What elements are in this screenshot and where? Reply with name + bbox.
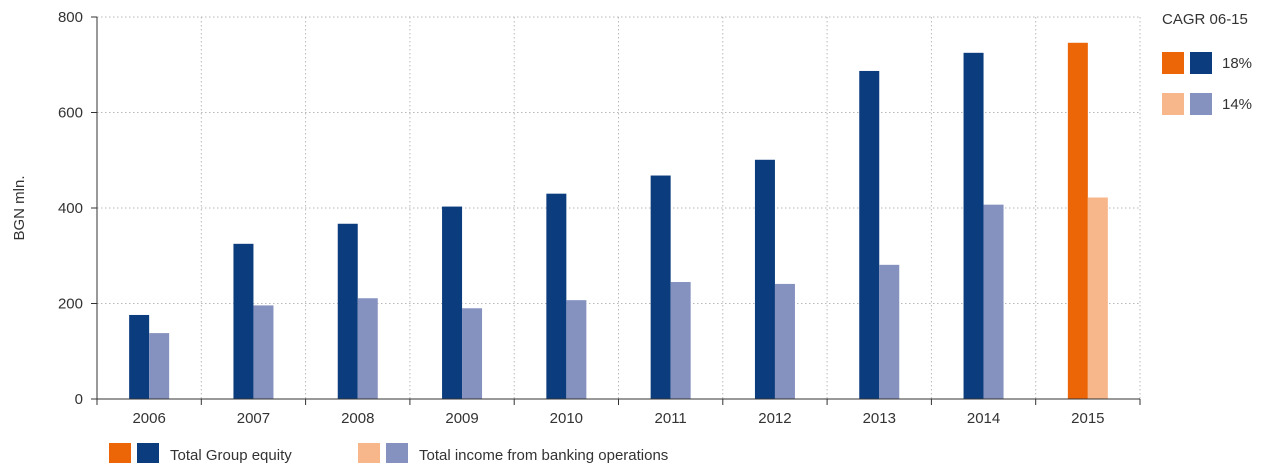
x-tick-label: 2014 — [967, 410, 1000, 427]
y-tick-label: 600 — [58, 105, 83, 122]
bar-equity-2010 — [546, 193, 567, 399]
x-tick-label: 2009 — [445, 410, 478, 427]
cagr-value: 18% — [1222, 55, 1252, 72]
x-tick-labels: 2006 2007 2008 2009 2010 2011 2012 2013 2014 2015 — [132, 410, 1104, 427]
bar-equity-2015 — [1067, 42, 1088, 399]
y-axis-title: BGN mln. — [11, 175, 28, 240]
bar-income-2011 — [670, 282, 691, 399]
legend: Total Group equity Total income from bank… — [109, 443, 668, 463]
cagr-title: CAGR 06-15 — [1162, 11, 1248, 28]
bars — [129, 42, 1108, 400]
cagr-panel: CAGR 06-15 18% 14% — [1162, 11, 1252, 115]
bar-income-2015 — [1087, 197, 1108, 399]
cagr-swatch — [1190, 52, 1212, 74]
axes — [91, 16, 1141, 405]
bar-income-2008 — [357, 298, 378, 399]
cagr-swatch — [1190, 93, 1212, 115]
bar-equity-2014 — [963, 52, 984, 399]
legend-label: Total Group equity — [170, 447, 292, 463]
x-tick-label: 2012 — [758, 410, 791, 427]
bar-income-2010 — [566, 300, 587, 399]
legend-swatch-highlight — [358, 443, 380, 463]
legend-swatch — [386, 443, 408, 463]
x-tick-label: 2011 — [655, 410, 687, 427]
x-tick-label: 2013 — [863, 410, 896, 427]
x-tick-label: 2006 — [132, 410, 165, 427]
bar-income-2006 — [149, 333, 170, 399]
bar-equity-2007 — [233, 243, 254, 399]
bar-equity-2006 — [129, 314, 150, 399]
legend-swatch-highlight — [109, 443, 131, 463]
bar-equity-2012 — [754, 159, 775, 399]
cagr-swatch — [1162, 52, 1184, 74]
x-tick-label: 2010 — [550, 410, 583, 427]
y-tick-label: 400 — [58, 200, 83, 217]
bar-equity-2009 — [442, 206, 463, 399]
x-tick-label: 2015 — [1071, 410, 1104, 427]
y-tick-label: 800 — [58, 9, 83, 26]
x-tick-label: 2008 — [341, 410, 374, 427]
x-tick-label: 2007 — [237, 410, 270, 427]
cagr-swatch — [1162, 93, 1184, 115]
legend-swatch — [137, 443, 159, 463]
cagr-value: 14% — [1222, 96, 1252, 113]
bar-equity-2008 — [337, 223, 358, 399]
bar-income-2012 — [774, 283, 795, 399]
bar-equity-2011 — [650, 175, 671, 399]
legend-label: Total income from banking operations — [419, 447, 668, 463]
bar-income-2013 — [879, 264, 900, 399]
y-tick-labels: 0 200 400 600 800 — [58, 9, 83, 408]
bar-income-2009 — [462, 308, 483, 399]
y-tick-label: 0 — [75, 391, 83, 408]
bar-income-2007 — [253, 305, 274, 399]
y-tick-label: 200 — [58, 296, 83, 313]
bar-income-2014 — [983, 204, 1004, 399]
bar-equity-2013 — [859, 70, 880, 400]
